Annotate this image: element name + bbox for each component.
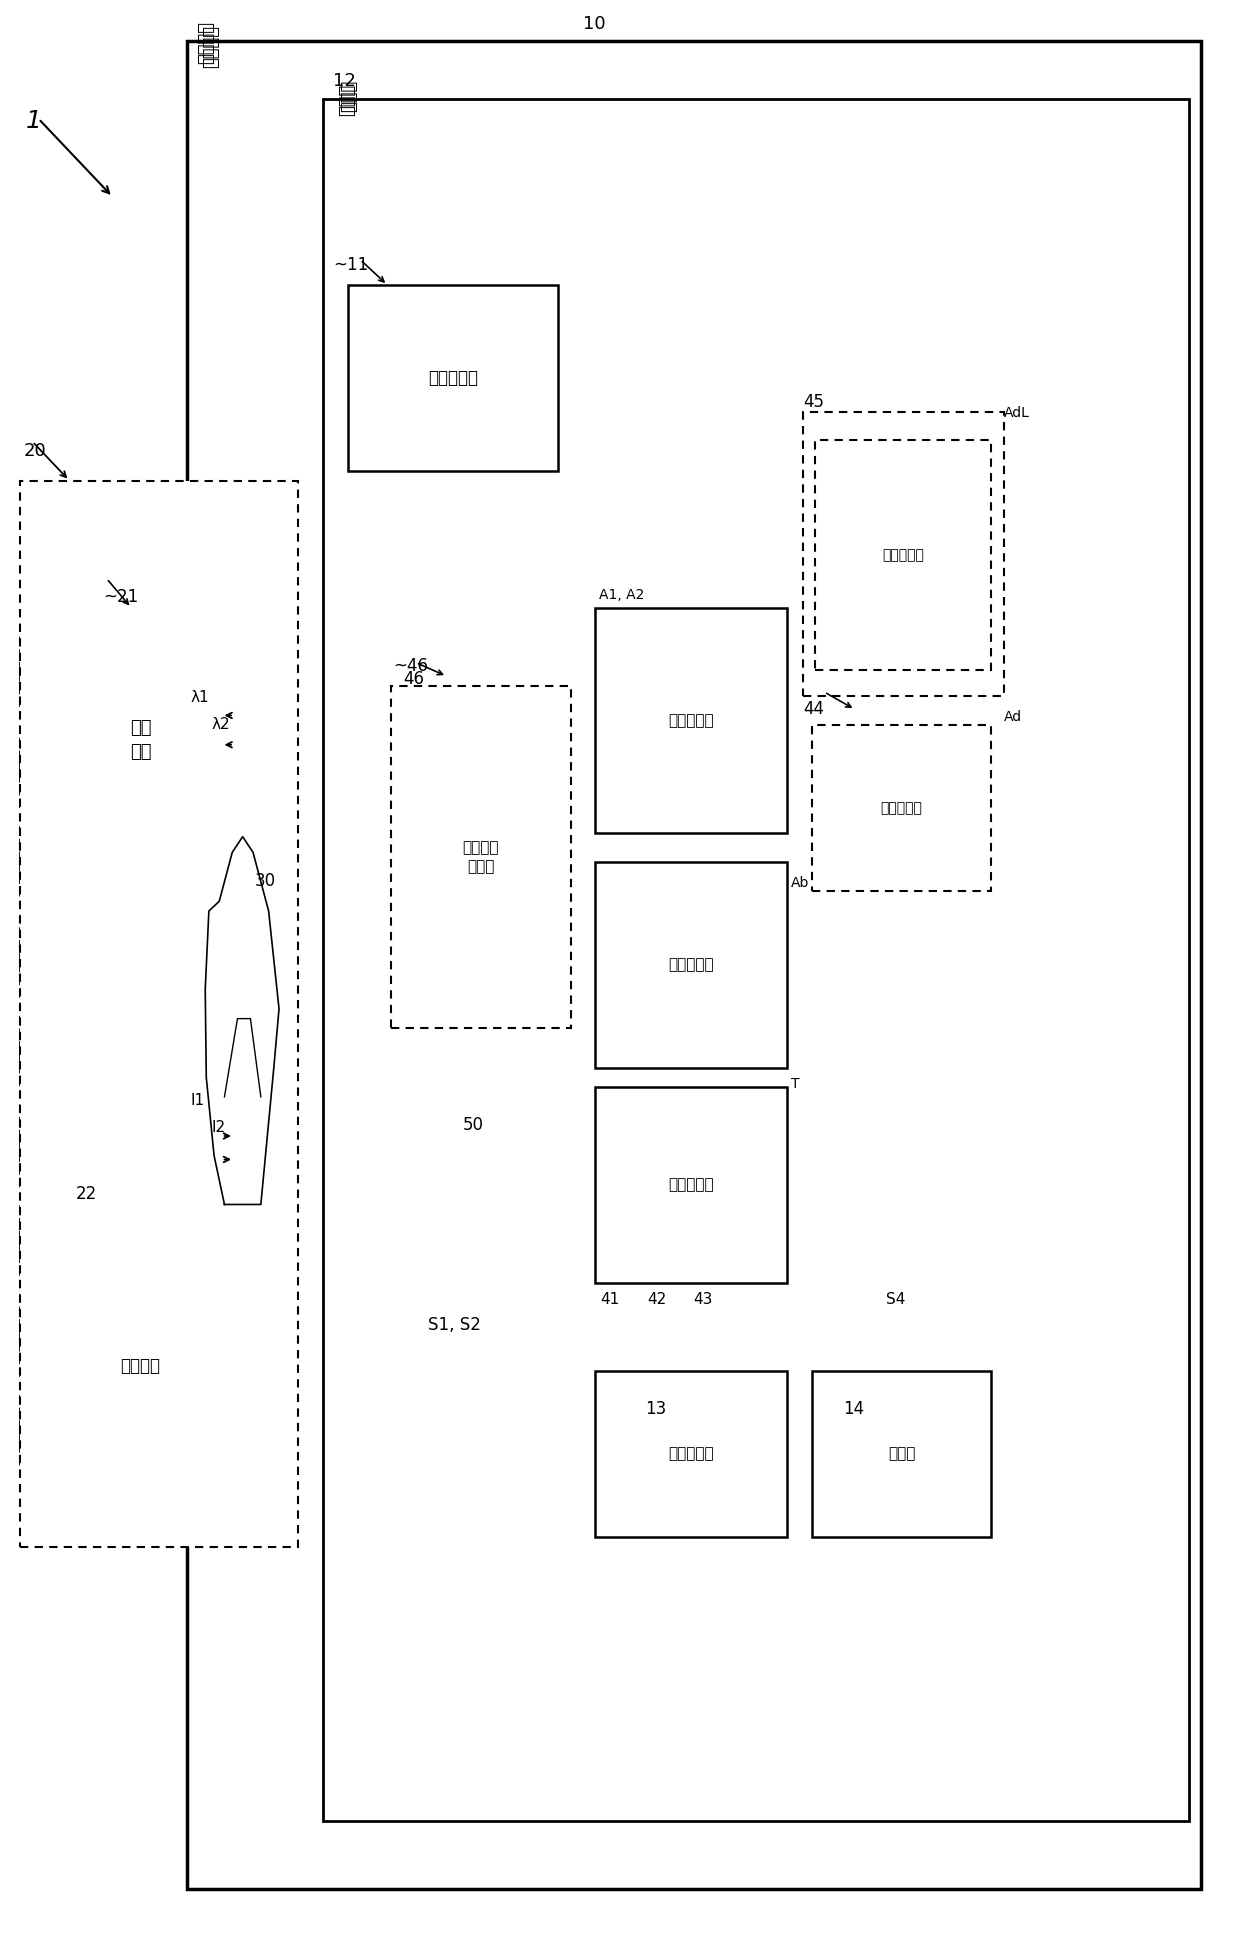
- Bar: [324, 100, 1189, 1820]
- Bar: [595, 607, 787, 833]
- Bar: [20, 480, 299, 1548]
- Text: ~11: ~11: [334, 257, 368, 274]
- Text: 显示部: 显示部: [888, 1446, 915, 1461]
- Text: Ad: Ad: [1003, 709, 1022, 723]
- Bar: [347, 286, 558, 470]
- Text: 指套压力
控制部: 指套压力 控制部: [463, 840, 498, 874]
- Text: 指令接收部: 指令接收部: [428, 368, 477, 388]
- Text: I2: I2: [212, 1121, 226, 1136]
- Bar: [595, 1371, 787, 1538]
- Text: 控制部: 控制部: [339, 84, 356, 116]
- Text: 第五计算部: 第五计算部: [883, 549, 924, 562]
- Text: 第二计算部: 第二计算部: [668, 958, 714, 972]
- Bar: [812, 1371, 991, 1538]
- Bar: [187, 41, 1202, 1888]
- Text: 44: 44: [804, 699, 825, 717]
- Text: ~46: ~46: [393, 656, 429, 674]
- Text: 第四计算部: 第四计算部: [880, 801, 923, 815]
- Polygon shape: [206, 836, 279, 1205]
- Bar: [51, 627, 231, 852]
- Text: 14: 14: [843, 1401, 864, 1418]
- Text: 30: 30: [255, 872, 277, 889]
- Text: 控制部: 控制部: [341, 80, 358, 112]
- Text: 第三计算部: 第三计算部: [668, 1177, 714, 1193]
- Text: 12: 12: [334, 72, 356, 90]
- Text: 测定装置: 测定装置: [202, 25, 219, 69]
- Text: A1, A2: A1, A2: [599, 588, 645, 601]
- Bar: [391, 686, 570, 1028]
- Text: Ab: Ab: [791, 876, 810, 889]
- Text: 20: 20: [24, 441, 46, 460]
- Text: I1: I1: [191, 1093, 205, 1109]
- Text: 测定装置: 测定装置: [197, 22, 215, 65]
- Text: 50: 50: [463, 1117, 484, 1134]
- Text: 22: 22: [76, 1185, 97, 1203]
- Text: T: T: [791, 1077, 800, 1091]
- Text: 43: 43: [693, 1293, 712, 1307]
- Bar: [812, 725, 991, 891]
- Text: 10: 10: [583, 16, 605, 33]
- Text: ~21: ~21: [103, 588, 138, 605]
- Bar: [804, 411, 1003, 695]
- Text: 第一计算部: 第一计算部: [668, 713, 714, 729]
- Bar: [595, 862, 787, 1068]
- Text: S4: S4: [887, 1293, 905, 1307]
- Text: 46: 46: [403, 670, 424, 688]
- Text: λ2: λ2: [212, 717, 231, 733]
- Text: 光接收器: 光接收器: [120, 1358, 160, 1375]
- Text: 42: 42: [647, 1293, 666, 1307]
- Text: 41: 41: [600, 1293, 620, 1307]
- Text: S1, S2: S1, S2: [428, 1316, 481, 1334]
- Bar: [51, 1254, 231, 1479]
- Text: AdL: AdL: [1003, 406, 1029, 421]
- Text: 信号接收部: 信号接收部: [668, 1446, 714, 1461]
- Text: 光发
射器: 光发 射器: [130, 719, 151, 760]
- Bar: [816, 439, 991, 670]
- Text: 13: 13: [645, 1401, 666, 1418]
- Bar: [595, 1087, 787, 1283]
- Text: 1: 1: [26, 110, 42, 133]
- Text: λ1: λ1: [191, 690, 210, 705]
- Text: 45: 45: [804, 392, 825, 411]
